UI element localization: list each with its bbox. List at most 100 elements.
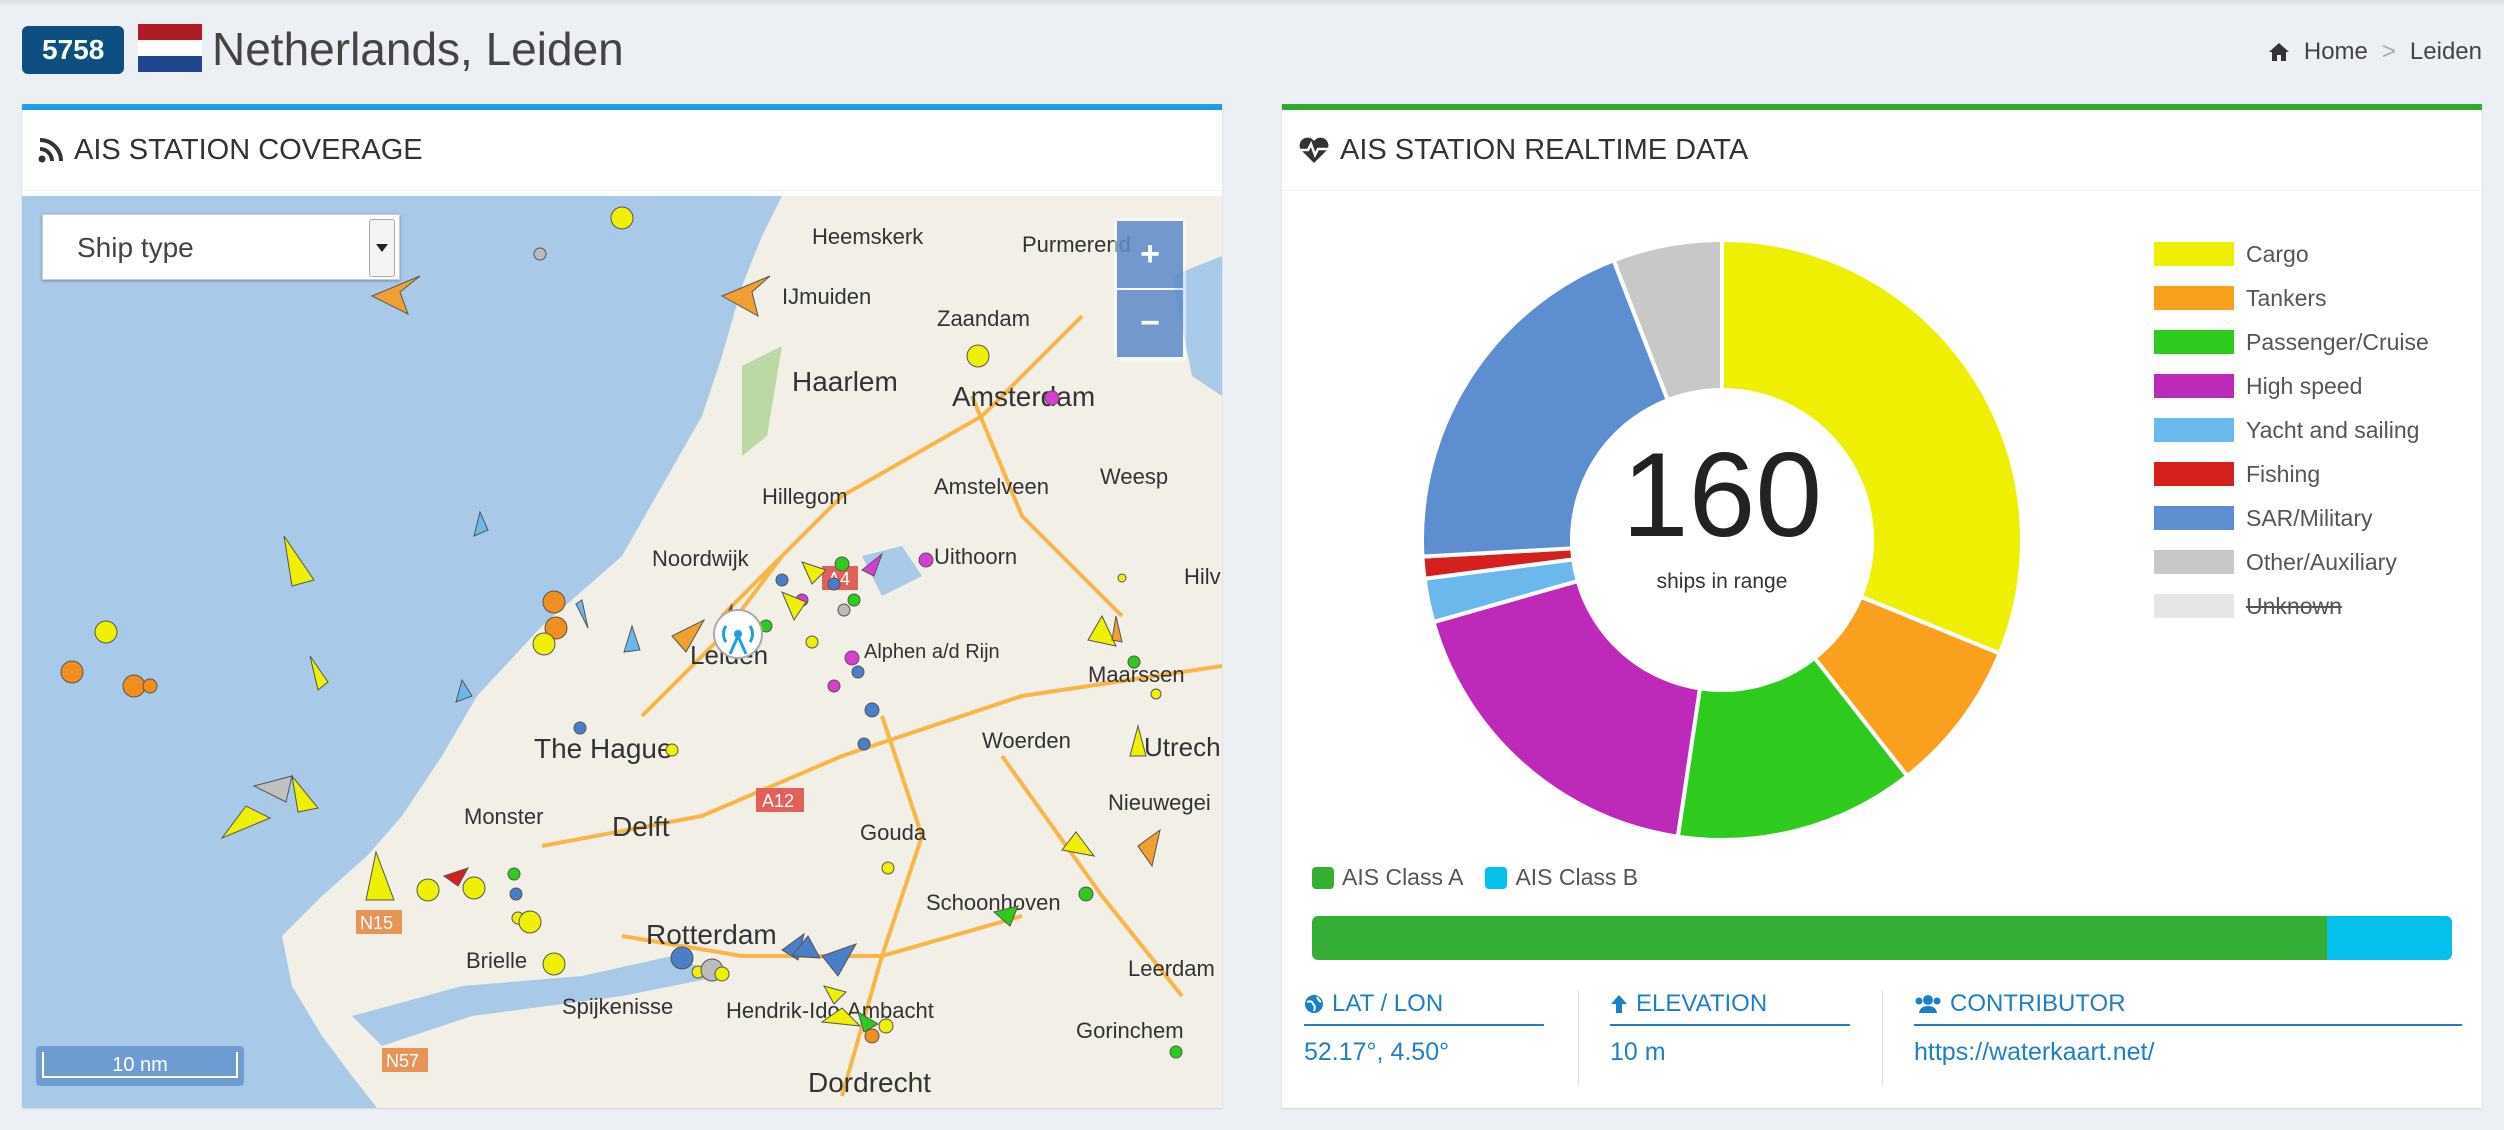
breadcrumb-separator: > (2381, 38, 2396, 65)
elevation-block: ELEVATION 10 m (1610, 990, 1850, 1067)
netherlands-flag-icon (138, 24, 202, 72)
lat-lon-value: 52.17°, 4.50° (1304, 1038, 1450, 1066)
ship-markers[interactable] (60, 206, 1183, 1059)
ship-type-legend: Cargo Tankers Passenger/Cruise High speed Ya… (2154, 232, 2429, 628)
legend-swatch (2154, 242, 2234, 266)
contributor-block: CONTRIBUTOR https://waterkaart.net/ (1914, 990, 2462, 1067)
legend-label: Passenger/Cruise (2246, 328, 2429, 355)
elevation-label: ELEVATION (1636, 990, 1768, 1017)
map-label: Woerden (982, 728, 1071, 753)
ais-class-legend: AIS Class A AIS Class B (1312, 864, 1638, 891)
legend-label: High speed (2246, 372, 2363, 399)
legend-item-unknown[interactable]: Unknown (2154, 584, 2429, 628)
map-label: Alphen a/d Rijn (864, 641, 1000, 663)
legend-item-other-auxiliary[interactable]: Other/Auxiliary (2154, 540, 2429, 584)
map-label: Amsterdam (952, 381, 1095, 412)
map-label: Leerdam (1128, 956, 1215, 981)
map-label: Rotterdam (646, 919, 777, 950)
ais-class-b-swatch (1485, 866, 1508, 889)
realtime-panel-title: AIS STATION REALTIME DATA (1340, 133, 1749, 166)
elevation-value: 10 m (1610, 1038, 1666, 1066)
ais-class-a-bar-segment (1312, 916, 2327, 960)
arrow-up-icon (1611, 995, 1627, 1013)
map-label: Purmerend (1022, 232, 1131, 257)
map-label: Hilv (1184, 564, 1221, 589)
map-label: Zaandam (937, 306, 1030, 331)
realtime-panel: AIS STATION REALTIME DATA 160 ships in r… (1282, 104, 2482, 1108)
zoom-control: + − (1114, 218, 1186, 362)
map-label: Schoonhoven (926, 890, 1061, 915)
legend-label: Unknown (2246, 592, 2342, 619)
users-icon (1915, 995, 1941, 1013)
legend-label: SAR/Military (2246, 504, 2373, 531)
donut-slice-high-speed[interactable] (1430, 578, 1703, 840)
map-label: Nieuwegei (1108, 790, 1211, 815)
contributor-heading: CONTRIBUTOR (1914, 990, 2462, 1026)
legend-swatch (2154, 418, 2234, 442)
map-label: Dordrecht (808, 1067, 931, 1098)
coverage-panel-header: AIS STATION COVERAGE (22, 110, 1222, 191)
legend-swatch (2154, 550, 2234, 574)
ais-class-a-legend-item[interactable]: AIS Class A (1312, 864, 1463, 891)
lat-lon-heading: LAT / LON (1304, 990, 1544, 1026)
map-scale-label: 10 nm (42, 1052, 238, 1078)
flag-stripe-red (138, 24, 202, 40)
home-icon (2268, 43, 2289, 61)
legend-item-passenger-cruise[interactable]: Passenger/Cruise (2154, 320, 2429, 364)
legend-item-tankers[interactable]: Tankers (2154, 276, 2429, 320)
station-id-badge: 5758 (22, 26, 125, 74)
flag-stripe-white (138, 40, 202, 56)
zoom-in-button[interactable]: + (1117, 221, 1183, 288)
legend-item-high-speed[interactable]: High speed (2154, 364, 2429, 408)
contributor-link[interactable]: https://waterkaart.net/ (1914, 1038, 2155, 1066)
top-shadow-bar (0, 0, 2504, 6)
zoom-out-button[interactable]: − (1117, 290, 1183, 357)
donut-slice-passenger-cruise[interactable] (1675, 655, 1910, 842)
lat-lon-label: LAT / LON (1332, 990, 1444, 1017)
ais-class-b-label: AIS Class B (1515, 864, 1639, 890)
legend-item-cargo[interactable]: Cargo (2154, 232, 2429, 276)
legend-label: Cargo (2246, 240, 2309, 267)
map-label: Amstelveen (934, 474, 1049, 499)
breadcrumb-current: Leiden (2409, 38, 2482, 65)
road-shield-label: A12 (762, 791, 794, 811)
globe-icon (1305, 995, 1323, 1013)
info-divider (1578, 990, 1579, 1086)
ais-class-b-legend-item[interactable]: AIS Class B (1485, 864, 1638, 891)
breadcrumb-home-link[interactable]: Home (2303, 38, 2368, 65)
ais-class-a-label: AIS Class A (1342, 864, 1464, 890)
map-label: The Hague (534, 733, 673, 764)
chevron-down-icon[interactable] (369, 219, 395, 277)
map-label: Delft (612, 811, 670, 842)
legend-swatch (2154, 374, 2234, 398)
donut-slice-sar-military[interactable] (1420, 257, 1671, 559)
ships-in-range-count: 160 (1621, 428, 1823, 562)
contributor-label: CONTRIBUTOR (1950, 990, 2126, 1017)
coverage-map[interactable]: Heemskerk Purmerend IJmuiden Zaandam Haa… (22, 196, 1222, 1108)
ais-class-bar (1312, 916, 2452, 960)
legend-item-fishing[interactable]: Fishing (2154, 452, 2429, 496)
ships-in-range-label: ships in range (1656, 570, 1788, 593)
legend-item-yacht-and-sailing[interactable]: Yacht and sailing (2154, 408, 2429, 452)
map-label: Gouda (860, 820, 927, 845)
ais-class-b-bar-segment (2326, 916, 2452, 960)
legend-swatch (2154, 286, 2234, 310)
ship-type-select-label: Ship type (77, 232, 194, 263)
coverage-panel-title: AIS STATION COVERAGE (74, 133, 423, 166)
ais-class-a-swatch (1312, 866, 1334, 889)
legend-item-sar-military[interactable]: SAR/Military (2154, 496, 2429, 540)
road-shield-label: N15 (360, 913, 393, 933)
donut-slice-cargo[interactable] (1720, 237, 2024, 657)
legend-swatch (2154, 462, 2234, 486)
station-antenna-icon[interactable] (713, 609, 763, 659)
legend-label: Yacht and sailing (2246, 416, 2420, 443)
coverage-panel: AIS STATION COVERAGE (22, 104, 1222, 1108)
lat-lon-block: LAT / LON 52.17°, 4.50° (1304, 990, 1544, 1067)
flag-stripe-blue (138, 56, 202, 72)
map-label: Brielle (466, 948, 527, 973)
map-label: Uithoorn (934, 544, 1017, 569)
donut-slice-other-auxiliary[interactable] (1611, 237, 1724, 403)
legend-label: Fishing (2246, 460, 2321, 487)
map-label: Gorinchem (1076, 1018, 1184, 1043)
ship-type-select[interactable]: Ship type (42, 214, 400, 280)
